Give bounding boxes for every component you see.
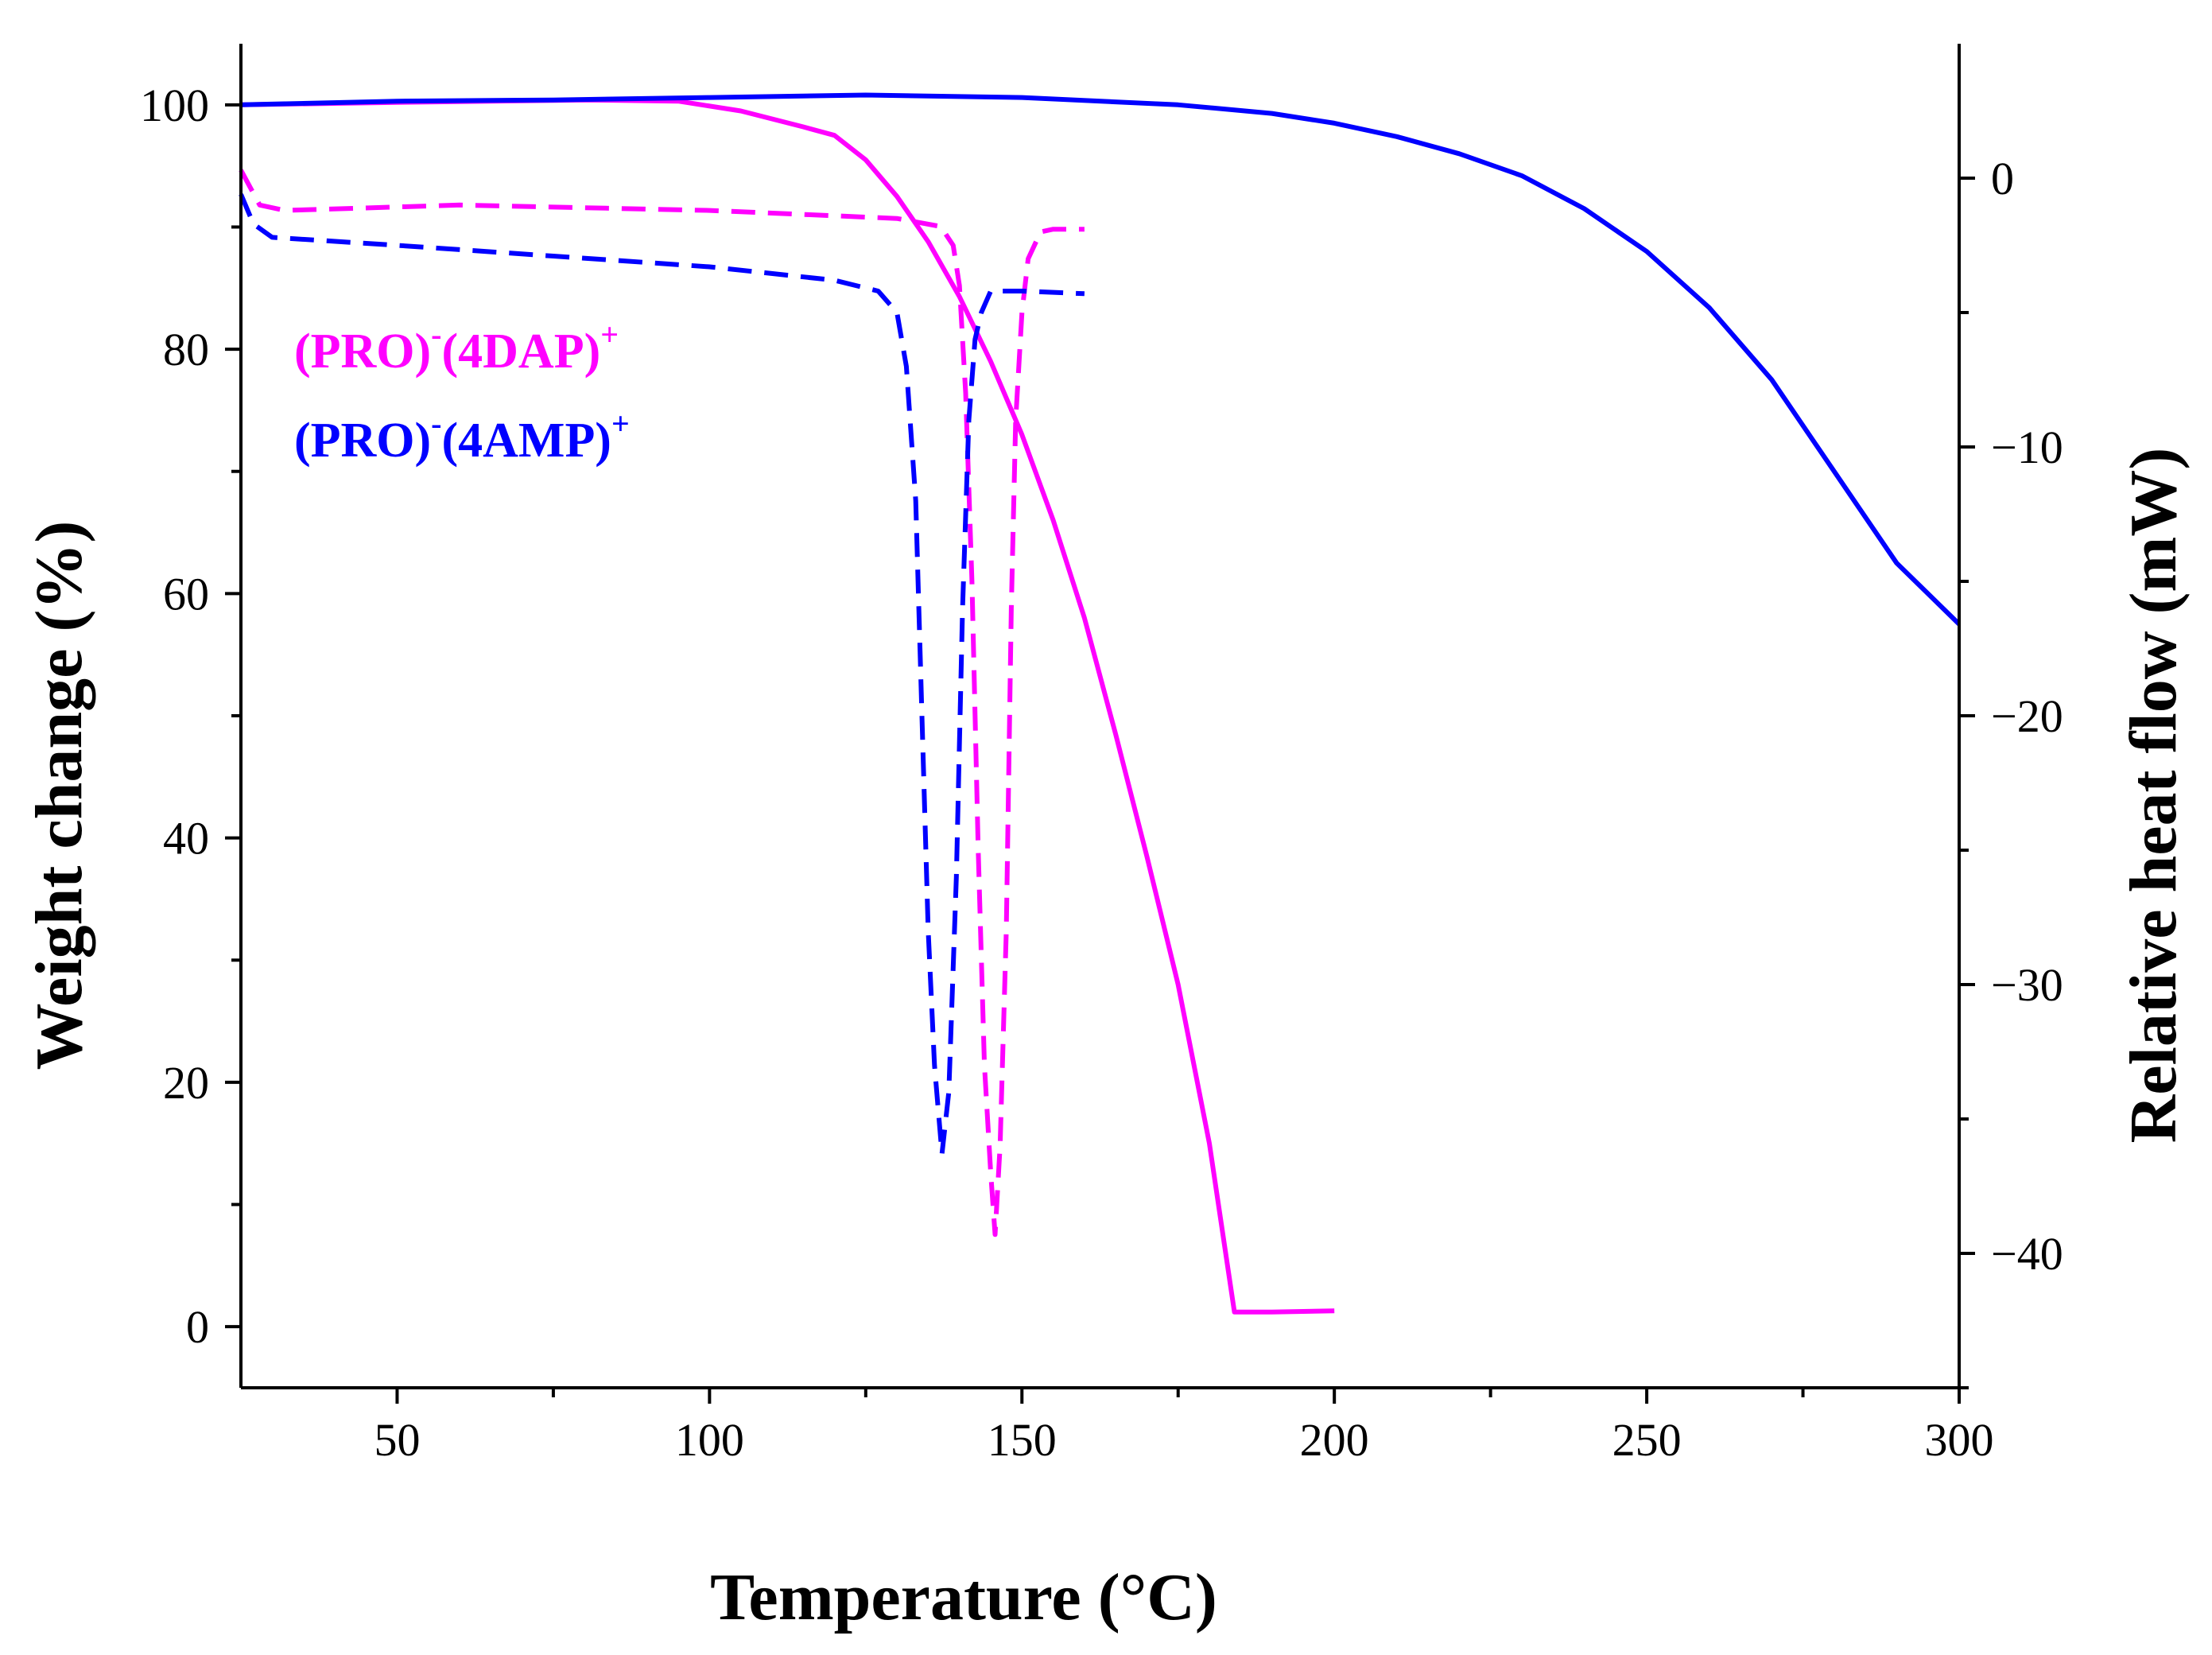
y-left-axis-title: Weight change (%) bbox=[22, 521, 96, 1070]
dsc-4amp-line bbox=[239, 193, 1085, 1156]
y-right-tick-label: 0 bbox=[1991, 153, 2014, 204]
legend-entry-4dap: (PRO)-(4DAP)+ bbox=[294, 317, 619, 379]
x-tick-label: 50 bbox=[374, 1414, 420, 1466]
tga-4dap-line bbox=[240, 97, 1335, 1315]
series-layer bbox=[239, 92, 1962, 1315]
y-right-tick-label: −40 bbox=[1991, 1228, 2063, 1280]
y-right-tick-label: −10 bbox=[1991, 422, 2063, 473]
legend-entry-4amp: (PRO)-(4AMP)+ bbox=[294, 406, 630, 468]
y-left-tick-label: 60 bbox=[163, 568, 209, 620]
x-axis-title: Temperature (°C) bbox=[710, 1560, 1217, 1634]
ticks-layer: 50 100 150 200 250 300 0 20 40 60 80 100 0 −10 −20 −30 −… bbox=[140, 80, 2063, 1466]
x-tick-label: 100 bbox=[675, 1414, 744, 1466]
y-left-tick-label: 100 bbox=[140, 80, 209, 131]
y-right-axis-title: Relative heat flow (mW) bbox=[2117, 448, 2191, 1144]
tga-4amp-line bbox=[240, 92, 1962, 626]
x-tick-label: 250 bbox=[1612, 1414, 1682, 1466]
x-tick-label: 200 bbox=[1300, 1414, 1369, 1466]
x-tick-label: 150 bbox=[988, 1414, 1057, 1466]
y-right-tick-label: −30 bbox=[1991, 959, 2063, 1011]
y-left-tick-label: 0 bbox=[186, 1301, 209, 1353]
y-right-tick-label: −20 bbox=[1991, 690, 2063, 742]
y-left-tick-label: 80 bbox=[163, 324, 209, 375]
x-tick-label: 300 bbox=[1925, 1414, 1994, 1466]
y-left-tick-label: 20 bbox=[163, 1057, 209, 1109]
y-left-tick-label: 40 bbox=[163, 813, 209, 864]
dsc-4dap-line bbox=[239, 169, 1085, 1237]
axes-layer bbox=[239, 44, 1961, 1389]
